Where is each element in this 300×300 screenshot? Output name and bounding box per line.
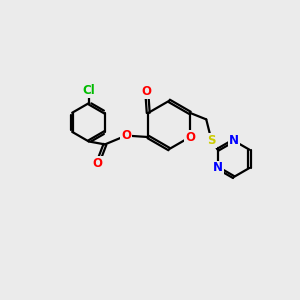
Text: N: N [229,134,238,147]
Text: O: O [93,157,103,170]
Text: O: O [185,130,195,143]
Text: Cl: Cl [82,84,95,97]
Text: S: S [207,134,216,147]
Text: O: O [142,85,152,98]
Text: N: N [213,161,223,175]
Text: O: O [121,129,131,142]
